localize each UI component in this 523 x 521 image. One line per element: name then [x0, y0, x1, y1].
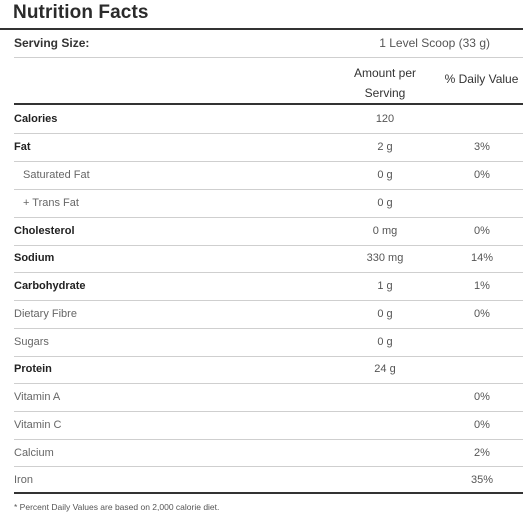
amount-header-line2: Serving — [364, 86, 406, 100]
nutrient-name: Calories — [14, 113, 58, 125]
nutrient-name: Cholesterol — [14, 225, 75, 237]
row-divider — [14, 189, 523, 190]
daily-value-header: % Daily Value — [444, 72, 519, 86]
row-divider — [14, 356, 523, 357]
nutrient-daily-value: 0% — [474, 419, 490, 431]
title-divider — [0, 28, 523, 30]
row-divider — [14, 466, 523, 467]
nutrient-amount: 2 g — [377, 141, 393, 153]
nutrient-amount: 0 g — [377, 336, 393, 348]
nutrient-row-iron: Iron 35% — [0, 467, 523, 495]
nutrient-row-cholesterol: Cholesterol 0 mg 0% — [0, 218, 523, 246]
nutrient-amount: 330 mg — [366, 252, 404, 264]
row-divider — [14, 300, 523, 301]
nutrient-row-vitamin-a: Vitamin A 0% — [0, 384, 523, 412]
nutrient-name: Sugars — [14, 336, 49, 348]
row-divider — [14, 161, 523, 162]
nutrient-daily-value: 35% — [470, 474, 494, 486]
nutrient-name: Fat — [14, 141, 31, 153]
nutrient-row-fat: Fat 2 g 3% — [0, 134, 523, 162]
nutrient-row-calories: Calories 120 — [0, 106, 523, 134]
nutrient-row-dietary-fibre: Dietary Fibre 0 g 0% — [0, 301, 523, 329]
nutrient-daily-value: 0% — [474, 225, 490, 237]
nutrient-row-sugars: Sugars 0 g — [0, 329, 523, 357]
nutrient-amount: 1 g — [377, 280, 393, 292]
nutrient-name: Calcium — [14, 447, 54, 459]
row-divider — [14, 328, 523, 329]
serving-size-label: Serving Size: — [14, 36, 90, 50]
amount-per-serving-header: Amount per Serving — [340, 63, 430, 103]
nutrient-amount: 24 g — [374, 363, 396, 375]
row-divider — [14, 245, 523, 246]
row-divider — [14, 133, 523, 134]
footnote: * Percent Daily Values are based on 2,00… — [14, 502, 220, 512]
nutrient-amount: 120 — [375, 113, 395, 125]
nutrient-name: Sodium — [14, 252, 55, 264]
row-divider — [14, 272, 523, 273]
serving-size-value: 1 Level Scoop (33 g) — [379, 36, 490, 50]
row-divider — [14, 383, 523, 384]
nutrient-daily-value: 0% — [474, 391, 490, 403]
nutrient-name: Protein — [14, 363, 52, 375]
nutrient-daily-value: 0% — [474, 308, 490, 320]
nutrient-amount: 0 g — [377, 308, 393, 320]
nutrient-name: Carbohydrate — [14, 280, 86, 292]
nutrient-amount: 0 g — [377, 197, 393, 209]
row-divider — [14, 439, 523, 440]
nutrient-row-trans-fat: + Trans Fat 0 g — [0, 190, 523, 218]
nutrient-daily-value: 14% — [470, 252, 494, 264]
nutrient-daily-value: 0% — [474, 169, 490, 181]
nutrient-name: + Trans Fat — [23, 197, 79, 209]
serving-divider — [14, 57, 523, 58]
header-divider — [14, 103, 523, 105]
nutrient-daily-value: 1% — [474, 280, 490, 292]
nutrient-name: Saturated Fat — [23, 169, 90, 181]
nutrient-amount: 0 mg — [372, 225, 398, 237]
row-divider — [14, 411, 523, 412]
amount-header-line1: Amount per — [353, 66, 417, 80]
nutrient-name: Dietary Fibre — [14, 308, 77, 320]
nutrient-name: Iron — [14, 474, 33, 486]
nutrient-row-saturated-fat: Saturated Fat 0 g 0% — [0, 162, 523, 190]
nutrient-daily-value: 3% — [474, 141, 490, 153]
nutrient-row-vitamin-c: Vitamin C 0% — [0, 412, 523, 440]
nutrient-row-sodium: Sodium 330 mg 14% — [0, 245, 523, 273]
panel-title: Nutrition Facts — [13, 2, 149, 23]
nutrient-name: Vitamin A — [14, 391, 61, 403]
row-divider — [14, 217, 523, 218]
nutrient-row-carbohydrate: Carbohydrate 1 g 1% — [0, 273, 523, 301]
nutrient-amount: 0 g — [377, 169, 393, 181]
footer-divider — [14, 492, 523, 494]
nutrient-daily-value: 2% — [474, 447, 490, 459]
nutrient-row-calcium: Calcium 2% — [0, 440, 523, 468]
nutrient-name: Vitamin C — [14, 419, 62, 431]
nutrient-row-protein: Protein 24 g — [0, 356, 523, 384]
